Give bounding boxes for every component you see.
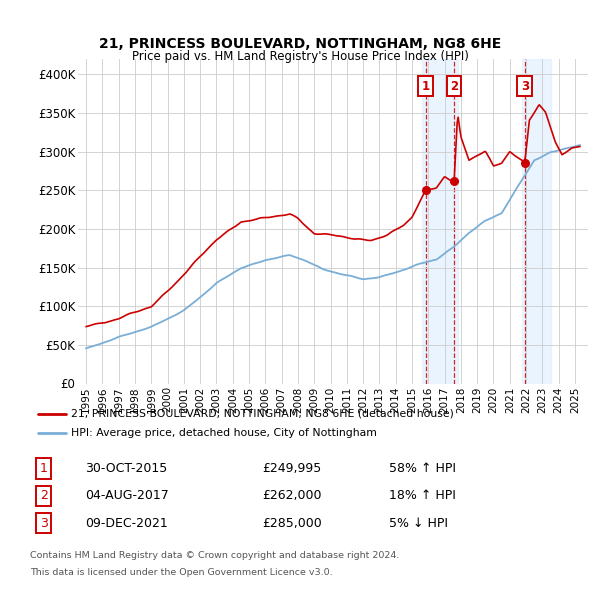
Text: Contains HM Land Registry data © Crown copyright and database right 2024.: Contains HM Land Registry data © Crown c… [30, 550, 400, 559]
Text: 58% ↑ HPI: 58% ↑ HPI [389, 462, 456, 475]
Bar [422, 59, 458, 384]
Text: 04-AUG-2017: 04-AUG-2017 [85, 489, 169, 502]
Bar [521, 59, 551, 384]
Text: This data is licensed under the Open Government Licence v3.0.: This data is licensed under the Open Gov… [30, 568, 332, 577]
Text: 2: 2 [450, 80, 458, 93]
Text: £285,000: £285,000 [262, 517, 322, 530]
Text: 5% ↓ HPI: 5% ↓ HPI [389, 517, 448, 530]
Text: 3: 3 [521, 80, 529, 93]
Text: 30-OCT-2015: 30-OCT-2015 [85, 462, 167, 475]
Text: 21, PRINCESS BOULEVARD, NOTTINGHAM, NG8 6HE: 21, PRINCESS BOULEVARD, NOTTINGHAM, NG8 … [99, 37, 501, 51]
Text: 1: 1 [40, 462, 48, 475]
Text: £249,995: £249,995 [262, 462, 321, 475]
Text: 3: 3 [40, 517, 48, 530]
Text: Price paid vs. HM Land Registry's House Price Index (HPI): Price paid vs. HM Land Registry's House … [131, 50, 469, 63]
Text: 21, PRINCESS BOULEVARD, NOTTINGHAM, NG8 6HE (detached house): 21, PRINCESS BOULEVARD, NOTTINGHAM, NG8 … [71, 409, 454, 418]
Text: 09-DEC-2021: 09-DEC-2021 [85, 517, 168, 530]
Text: £262,000: £262,000 [262, 489, 322, 502]
Text: 18% ↑ HPI: 18% ↑ HPI [389, 489, 455, 502]
Text: HPI: Average price, detached house, City of Nottingham: HPI: Average price, detached house, City… [71, 428, 377, 438]
Text: 1: 1 [421, 80, 430, 93]
Text: 2: 2 [40, 489, 48, 502]
